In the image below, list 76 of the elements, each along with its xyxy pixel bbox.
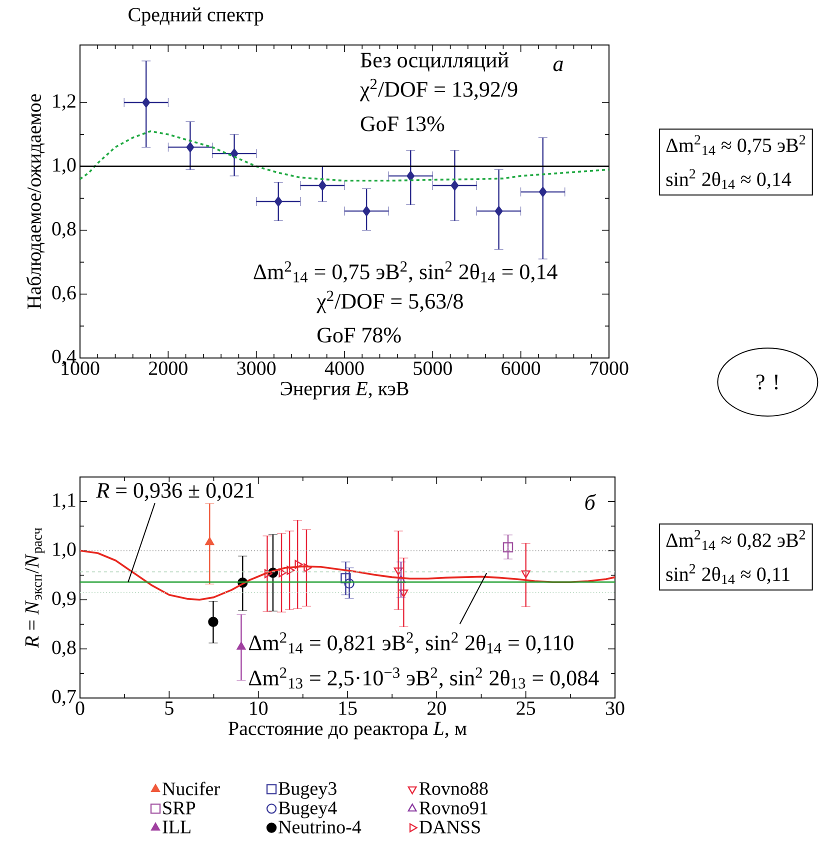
legend-label: DANSS [419, 820, 480, 834]
y-tick-label: 0,9 [52, 592, 76, 608]
x-tick-label: 30 [606, 702, 624, 716]
point [278, 568, 287, 578]
text: sin$^{2}$ 2θ$_{14}$ ≈ 0,14 [666, 169, 792, 190]
point [142, 97, 150, 108]
legend-label: Bugey3 [278, 782, 336, 799]
point [394, 567, 403, 576]
x-tick-label: 3000 [237, 362, 276, 376]
annotation: б [585, 494, 596, 510]
x-axis-title: Энергия E, кэВ [280, 382, 408, 400]
annotation: Без осцилляций [360, 52, 509, 72]
point [274, 196, 282, 207]
point [236, 642, 246, 650]
chart-title: Средний спектр [128, 8, 264, 26]
point [406, 170, 415, 182]
text: Δm$^{2}$$_{13}$ = 2,5·10$^{−3}$ эВ$^{2}$, sin$^{2}$ 2θ$_{13}$ = 0,084 [248, 668, 599, 689]
y-tick-label: 1,0 [53, 542, 76, 559]
x-tick-label: 10 [250, 702, 268, 716]
point [294, 560, 303, 569]
text: Δm$^{2}$$_{14}$ ≈ 0,75 эВ$^{2}$ [666, 135, 806, 156]
text: sin$^{2}$ 2θ$_{14}$ ≈ 0,11 [666, 564, 790, 584]
point [502, 542, 514, 552]
point [494, 206, 503, 216]
annotation: GoF 78% [318, 328, 401, 343]
x-tick-label: 0 [76, 702, 84, 716]
x-tick-label: 7000 [590, 362, 628, 376]
legend-label: Nucifer [162, 782, 220, 796]
point [521, 570, 530, 578]
point [344, 578, 354, 589]
point [208, 616, 218, 627]
x-tick-label: 15 [339, 702, 357, 715]
legend-label: Rovno88 [419, 782, 488, 795]
text: Δm$^{2}$$_{14}$ = 0,821 эВ$^{2}$, sin$^{2}$ 2θ$_{14}$ = 0,110 [248, 632, 574, 654]
y-tick-label: 0,8 [52, 640, 76, 658]
point [304, 563, 312, 572]
point [340, 573, 351, 584]
y-tick-label: 0,7 [52, 690, 76, 706]
x-tick-label: 2000 [149, 362, 188, 376]
line-series [80, 130, 609, 182]
text: Δm$^{2}$$_{14}$ = 0,75 эВ$^{2}$, sin$^{2}$ 2θ$_{14}$ = 0,14 [254, 261, 558, 282]
annotation: а [553, 60, 563, 72]
point [205, 537, 214, 546]
legend-label: Neutrino-4 [278, 820, 362, 834]
point [264, 569, 272, 578]
x-tick-label: 25 [516, 702, 536, 715]
y-axis-title: Наблюдаемое/ожидаемое [26, 94, 45, 309]
y-tick-label: 1,1 [53, 493, 76, 510]
point [286, 566, 295, 575]
x-tick-label: 5000 [414, 362, 452, 376]
x-tick-label: 20 [428, 702, 446, 716]
annotation: χ$^{2}$/DOF = 13,92/9 [360, 78, 518, 102]
y-tick-label: 1,0 [53, 158, 76, 175]
x-axis-title: Расстояние до реактора L, м [228, 722, 467, 740]
legend-label: SRP [163, 802, 196, 814]
y-tick-label: 1,2 [53, 94, 76, 111]
text: ? ! [756, 374, 778, 390]
legend-label: Bugey4 [278, 802, 337, 818]
x-tick-label: 6000 [502, 362, 540, 376]
y-tick-label: 0,8 [52, 222, 76, 238]
point [399, 590, 408, 598]
point [230, 148, 238, 159]
x-tick-label: 4000 [324, 362, 364, 376]
point [538, 186, 547, 198]
annotation: χ$^{2}$/DOF = 5,63/8 [316, 290, 463, 314]
x-tick-label: 5 [165, 702, 174, 715]
y-tick-label: 0,6 [52, 286, 76, 302]
legend-label: ILL [162, 820, 190, 834]
legend-label: Rovno91 [419, 802, 488, 814]
point [318, 180, 326, 191]
annotation: GoF 13% [360, 116, 444, 132]
annotation: R = 0,936 ± 0,021 [96, 483, 254, 502]
text: Δm$^{2}$$_{14}$ ≈ 0,82 эВ$^{2}$ [666, 530, 806, 550]
point [362, 206, 371, 216]
point [186, 142, 194, 152]
point [450, 180, 459, 191]
